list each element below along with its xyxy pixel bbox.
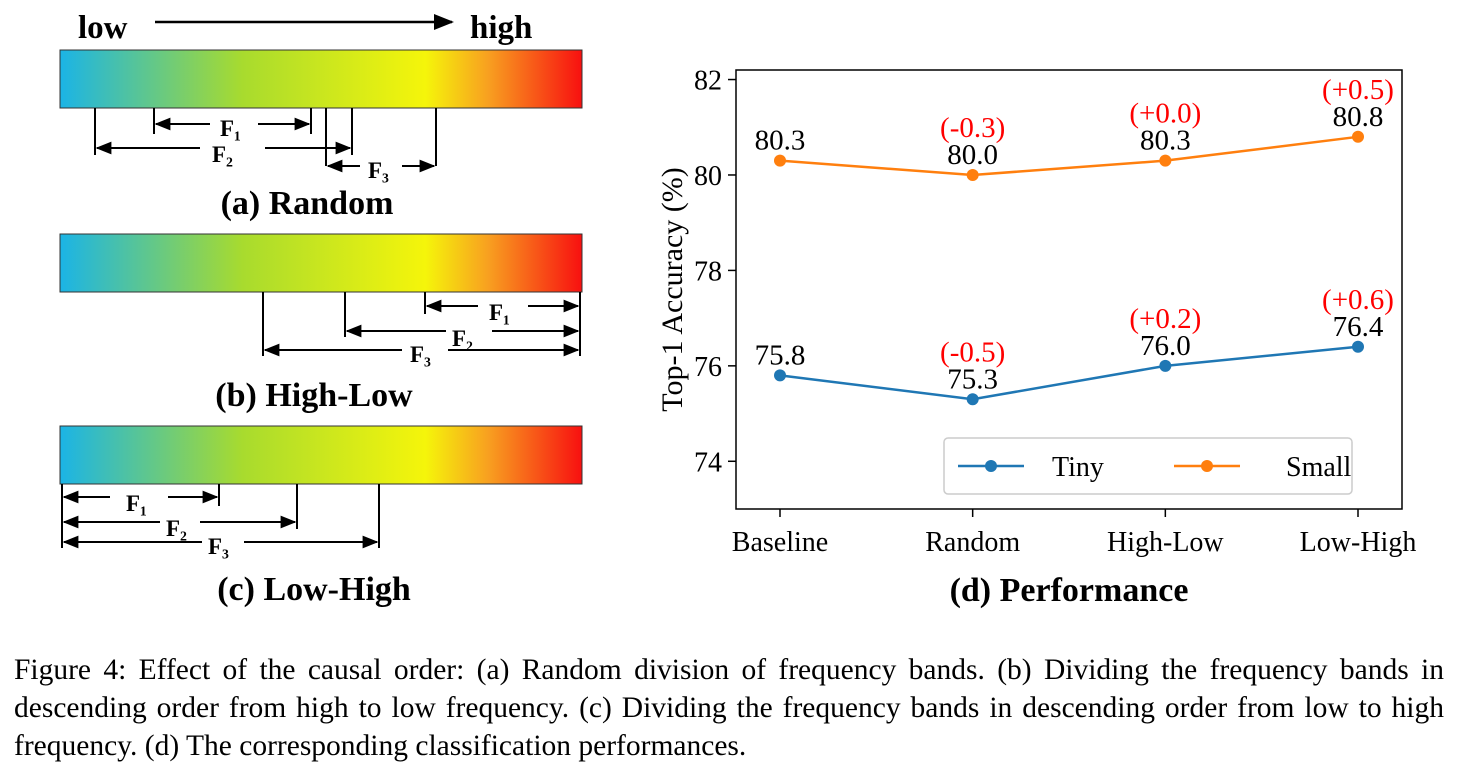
- y-tick-label: 82: [694, 66, 722, 97]
- series-line-small: [779, 135, 1359, 177]
- band-label-f3-a: F₃: [368, 158, 389, 183]
- plot-frame: [735, 69, 1403, 510]
- band-label-f3-c: F₃: [208, 534, 229, 559]
- band-label-f2-b: F₂: [452, 326, 473, 351]
- frequency-bar-a: [59, 49, 583, 109]
- legend-box: [943, 437, 1353, 495]
- figure-caption: Figure 4: Effect of the causal order: (a…: [14, 654, 1444, 762]
- data-point-small: [1159, 154, 1172, 167]
- value-label: 80.3: [755, 125, 806, 157]
- band-label-f3-b: F₃: [410, 342, 431, 367]
- series-line-tiny: [779, 345, 1359, 401]
- performance-line-chart: 74 76 78 80 82 Baseline Random High-Low Low-Hig…: [656, 66, 1417, 609]
- value-label: 75.8: [755, 339, 806, 371]
- y-tick-label: 80: [694, 161, 722, 192]
- data-point-tiny: [966, 393, 979, 406]
- x-tick-label: Baseline: [732, 527, 828, 558]
- value-label: 80.0: [947, 139, 998, 171]
- panel-low-high: F₁ F₂ F₃ (c) Low-High: [59, 425, 583, 608]
- y-axis-label: Top-1 Accuracy (%): [656, 167, 689, 411]
- panel-high-low: F₁ F₂ F₃ (b) High-Low: [59, 233, 583, 414]
- value-label: 80.8: [1333, 101, 1384, 133]
- legend-marker: [985, 460, 997, 472]
- delta-label: (-0.3): [940, 112, 1005, 144]
- delta-label: (+0.2): [1129, 303, 1201, 335]
- band-label-f1-b: F₁: [489, 300, 510, 325]
- legend: Tiny Small: [943, 437, 1353, 495]
- band-label-f2-c: F₂: [166, 516, 187, 541]
- panel-caption-c: (c) Low-High: [217, 571, 411, 608]
- data-point-tiny: [774, 369, 786, 382]
- delta-label: (+0.0): [1129, 98, 1201, 130]
- delta-label: (-0.5): [940, 336, 1005, 368]
- value-label: 80.3: [1140, 125, 1191, 157]
- band-label-f1-c: F₁: [126, 491, 147, 516]
- y-tick-label: 74: [694, 447, 722, 478]
- x-tick-label: Low-High: [1300, 527, 1417, 558]
- y-axis: 74 76 78 80 82: [694, 66, 736, 478]
- frequency-bar-c: [59, 425, 583, 485]
- y-tick-label: 76: [694, 352, 722, 383]
- chart-title: (d) Performance: [950, 572, 1189, 609]
- panel-caption-b: (b) High-Low: [215, 377, 413, 414]
- frequency-bar-b: [59, 233, 583, 293]
- scale-high-label: high: [470, 10, 532, 46]
- delta-label: (+0.6): [1322, 284, 1394, 316]
- panel-caption-a: (a) Random: [221, 185, 394, 222]
- band-label-f1-a: F₁: [220, 116, 241, 141]
- x-axis: Baseline Random High-Low Low-High: [732, 509, 1417, 558]
- data-point-tiny: [1352, 340, 1364, 353]
- value-label: 76.4: [1333, 311, 1384, 343]
- legend-marker: [1201, 460, 1213, 472]
- panel-random: F₁ F₂ F₃ (a) Random: [59, 49, 583, 222]
- data-point-small: [966, 168, 979, 181]
- data-point-small: [1352, 130, 1364, 143]
- legend-label: Small: [1286, 452, 1352, 483]
- delta-label: (+0.5): [1322, 74, 1394, 106]
- x-tick-label: Random: [925, 527, 1020, 558]
- x-tick-label: High-Low: [1107, 527, 1224, 558]
- data-point-tiny: [1159, 359, 1172, 372]
- y-tick-label: 78: [694, 256, 722, 287]
- value-label: 76.0: [1140, 330, 1191, 362]
- band-label-f2-a: F₂: [212, 142, 233, 167]
- series-layer: 75.8 75.3(-0.5) 76.0(+0.2) 76.4(+0.6) 80.3 80…: [755, 74, 1394, 406]
- data-point-small: [774, 154, 786, 167]
- scale-low-label: low: [78, 10, 128, 46]
- frequency-band-diagram: low high F₁ F₂ F₃ (a) Random F₁: [59, 10, 583, 608]
- value-label: 75.3: [947, 363, 998, 395]
- legend-label: Tiny: [1052, 452, 1104, 483]
